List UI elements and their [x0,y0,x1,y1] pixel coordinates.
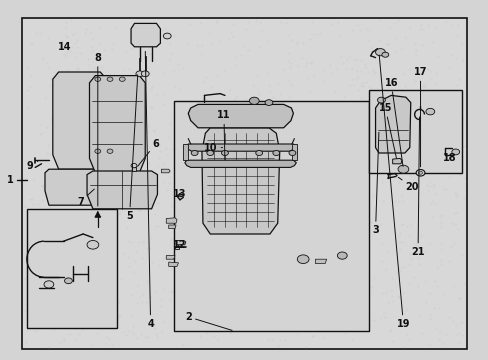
Polygon shape [53,72,106,169]
Circle shape [249,97,259,104]
Circle shape [272,150,279,156]
Circle shape [163,33,171,39]
Text: 15: 15 [378,103,396,158]
Polygon shape [183,144,188,160]
Polygon shape [161,169,170,173]
Circle shape [375,49,385,56]
Circle shape [95,149,101,153]
Circle shape [206,150,213,156]
Polygon shape [87,171,157,209]
Polygon shape [168,262,178,266]
Text: 2: 2 [184,312,232,330]
Circle shape [107,149,113,153]
Polygon shape [202,128,279,234]
Polygon shape [375,95,410,153]
Circle shape [221,150,228,156]
Circle shape [451,149,459,155]
Text: 4: 4 [145,51,154,329]
Text: 6: 6 [138,139,159,166]
Text: 19: 19 [379,55,409,329]
Bar [27,209,117,328]
Polygon shape [132,167,136,171]
Circle shape [397,165,408,173]
Polygon shape [175,246,179,249]
Polygon shape [166,256,175,259]
Circle shape [381,52,388,57]
Circle shape [136,71,143,77]
Circle shape [131,163,137,168]
Polygon shape [166,218,177,223]
Circle shape [255,150,262,156]
Circle shape [64,278,72,284]
Polygon shape [392,158,401,164]
Text: 9: 9 [27,161,38,171]
Text: 17: 17 [413,67,427,167]
Text: 16: 16 [384,78,402,166]
Circle shape [107,77,113,81]
Polygon shape [139,58,140,72]
Circle shape [119,77,125,81]
Text: 8: 8 [94,53,101,206]
Text: 12: 12 [173,240,186,250]
Circle shape [87,240,99,249]
Polygon shape [315,259,326,264]
Circle shape [415,170,424,176]
Circle shape [337,252,346,259]
Text: 1: 1 [7,175,14,185]
Text: 14: 14 [58,42,71,52]
Circle shape [297,255,308,264]
Bar [173,101,368,331]
Polygon shape [168,225,176,229]
Text: 3: 3 [371,132,378,235]
Polygon shape [176,240,185,245]
Text: 13: 13 [173,189,186,199]
Circle shape [44,281,54,288]
Polygon shape [131,23,160,47]
Polygon shape [144,56,146,72]
Polygon shape [291,144,296,160]
Polygon shape [184,160,296,167]
Text: 11: 11 [217,110,230,160]
Text: 20: 20 [398,177,418,192]
Circle shape [288,150,295,156]
Text: 21: 21 [410,117,424,257]
Polygon shape [89,76,145,173]
Text: 7: 7 [77,189,94,207]
Circle shape [264,100,272,105]
Polygon shape [45,169,105,205]
Polygon shape [377,124,380,133]
Circle shape [95,77,101,81]
Polygon shape [185,144,295,151]
Bar [368,90,461,173]
Polygon shape [188,104,293,128]
Text: 18: 18 [442,153,456,163]
Circle shape [377,97,385,103]
Text: 10: 10 [203,143,222,153]
Circle shape [418,171,422,174]
Text: 5: 5 [126,75,138,221]
Circle shape [425,108,434,115]
Circle shape [191,150,198,156]
Circle shape [141,71,149,77]
